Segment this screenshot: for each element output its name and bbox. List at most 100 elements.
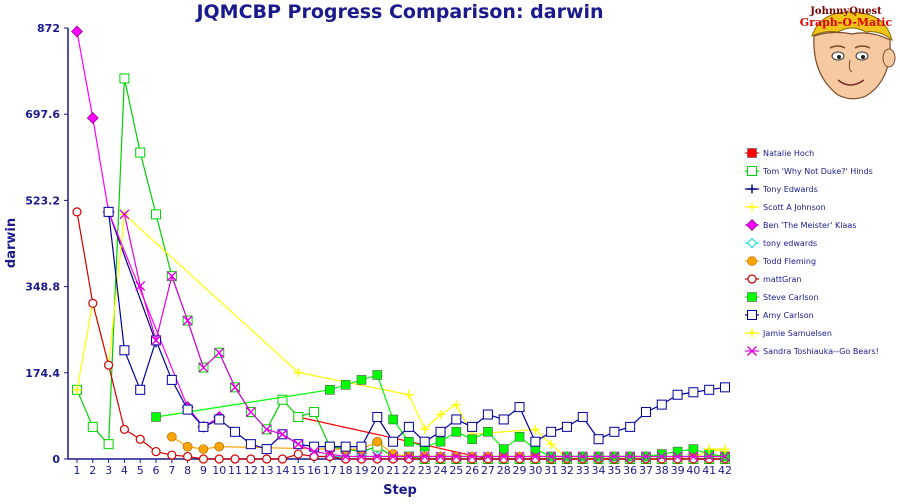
y-tick-label: 523.2	[25, 194, 60, 207]
data-point	[151, 446, 161, 457]
data-point	[404, 436, 414, 447]
legend-entry: Todd Fleming	[762, 257, 816, 266]
x-tick-label: 27	[481, 464, 495, 477]
x-tick-label: 8	[184, 464, 191, 477]
data-point	[388, 436, 399, 447]
data-point	[577, 451, 588, 462]
data-point	[436, 410, 446, 420]
data-point	[530, 436, 541, 447]
data-point	[403, 451, 414, 462]
data-point	[230, 426, 241, 437]
data-point	[356, 375, 367, 385]
data-point	[720, 382, 730, 393]
x-axis-label: Step	[383, 483, 417, 498]
series-1	[72, 73, 730, 464]
x-tick-label: 10	[212, 464, 226, 477]
data-point	[182, 441, 193, 452]
data-point	[356, 441, 367, 452]
x-tick-label: 11	[228, 464, 242, 477]
legend-entry: Natalie Hoch	[763, 149, 814, 158]
legend-entry: Steve Carlson	[763, 293, 818, 302]
data-point	[198, 421, 209, 432]
x-tick-label: 3	[105, 464, 112, 477]
x-tick-label: 15	[291, 464, 305, 477]
data-point	[261, 444, 272, 455]
data-point	[86, 112, 99, 124]
legend-entry: Scott A Johnson	[763, 203, 826, 212]
legend-marker	[746, 237, 758, 249]
x-tick-label: 40	[686, 464, 700, 477]
x-tick-label: 33	[576, 464, 590, 477]
data-point	[71, 25, 83, 38]
data-point	[388, 451, 399, 462]
data-point	[198, 454, 209, 464]
x-tick-label: 2	[89, 464, 96, 477]
y-tick-label: 872	[37, 22, 60, 35]
data-point	[262, 454, 272, 464]
legend-entry: tony edwards	[763, 239, 817, 248]
data-point	[340, 451, 351, 462]
data-point	[514, 402, 525, 413]
data-point	[372, 370, 383, 380]
series-11	[119, 209, 730, 462]
x-tick-label: 17	[323, 464, 337, 477]
x-tick-label: 28	[497, 464, 511, 477]
data-point	[672, 389, 683, 400]
data-point	[261, 424, 272, 435]
data-point	[293, 439, 304, 450]
data-point	[198, 362, 209, 373]
x-tick-label: 22	[402, 464, 416, 477]
series-9	[103, 206, 730, 455]
legend-marker	[746, 219, 758, 231]
data-point	[435, 426, 446, 437]
data-point	[277, 454, 288, 464]
data-point	[167, 431, 177, 442]
x-tick-label: 9	[200, 464, 207, 477]
chart-title: JQMCBP Progress Comparison: darwin	[194, 1, 603, 23]
legend-marker	[747, 274, 757, 284]
x-tick-label: 35	[607, 464, 621, 477]
data-point	[688, 444, 699, 454]
data-point	[656, 399, 667, 410]
data-point	[151, 412, 161, 422]
x-tick-label: 1	[74, 464, 81, 477]
data-point	[498, 414, 509, 425]
data-point	[514, 431, 525, 442]
data-point	[372, 411, 383, 422]
data-point	[324, 449, 335, 460]
data-point	[151, 209, 162, 220]
data-point	[530, 451, 541, 462]
series-10	[704, 444, 730, 454]
data-point	[166, 374, 177, 385]
x-tick-label: 5	[137, 464, 144, 477]
data-point	[640, 407, 651, 418]
data-point	[103, 206, 114, 217]
data-point	[214, 414, 225, 425]
legend-marker	[747, 148, 757, 158]
x-tick-label: 19	[354, 464, 368, 477]
series-line	[108, 211, 157, 344]
y-tick-label: 174.4	[25, 367, 60, 380]
legend-marker	[747, 166, 757, 176]
data-point	[688, 451, 699, 462]
data-point	[230, 454, 240, 464]
data-point	[104, 360, 114, 370]
logo-hair	[811, 11, 893, 42]
data-point	[546, 439, 556, 449]
data-point	[135, 147, 146, 158]
data-point	[498, 444, 509, 454]
data-point	[230, 382, 241, 393]
data-point	[324, 441, 335, 452]
x-tick-label: 21	[386, 464, 400, 477]
data-point	[640, 451, 651, 462]
data-point	[182, 404, 193, 415]
logo-ear	[882, 48, 896, 68]
data-point	[451, 400, 461, 410]
data-point	[704, 384, 715, 395]
x-tick-label: 34	[592, 464, 606, 477]
data-point	[167, 450, 177, 460]
series-line	[108, 211, 726, 450]
data-point	[656, 451, 667, 462]
legend-entry: Tony Edwards	[762, 185, 818, 194]
